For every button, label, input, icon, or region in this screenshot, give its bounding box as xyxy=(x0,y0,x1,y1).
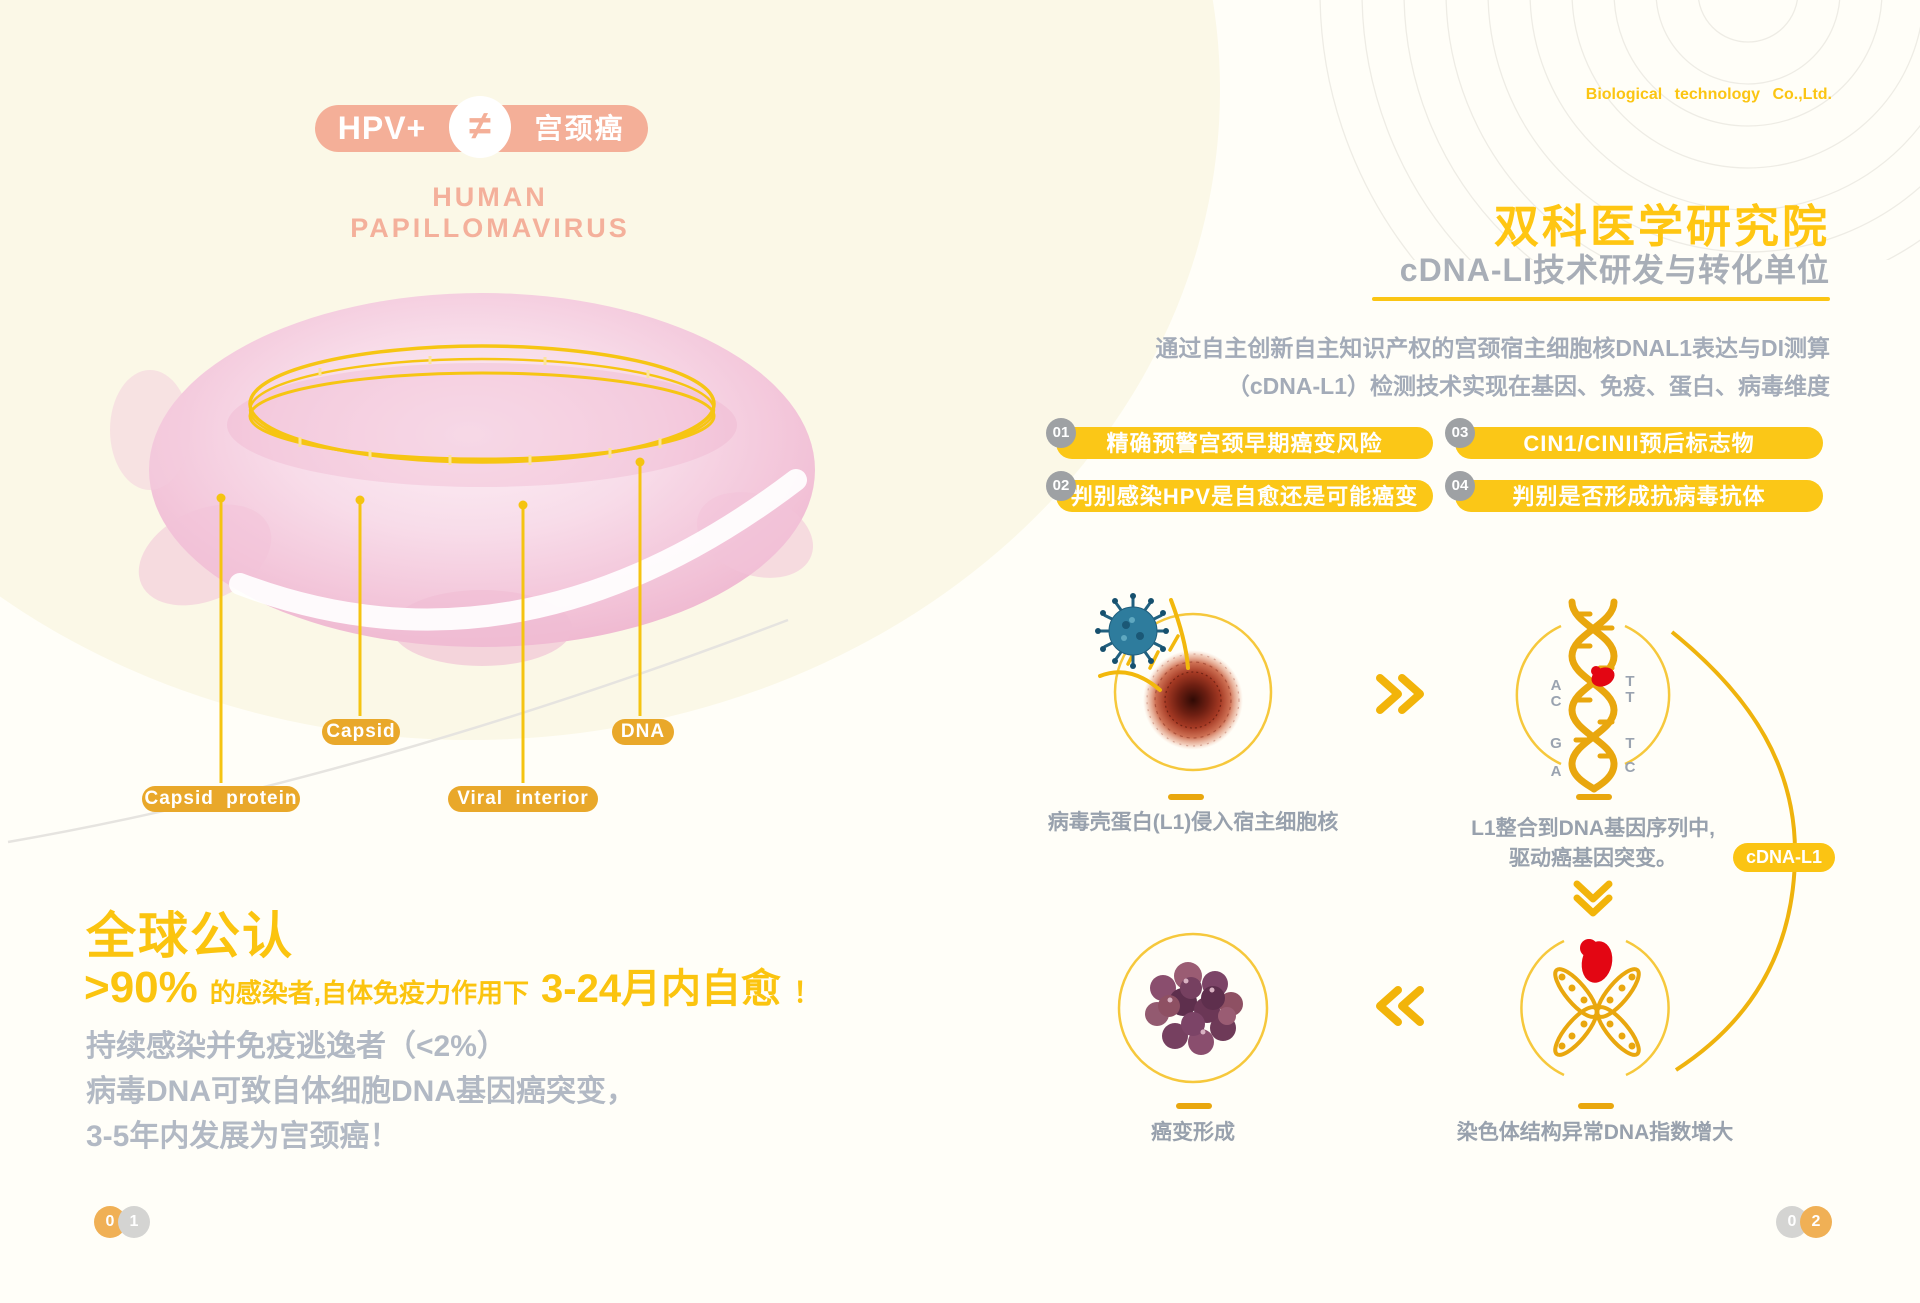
hpv-plus-label: HPV+ xyxy=(337,110,427,146)
stat-duration: 3-24月内自愈 xyxy=(541,967,782,1011)
step2-line2: 驱动癌基因突变。 xyxy=(1509,847,1677,870)
base-letter: G xyxy=(1550,735,1562,752)
body-line: 3-5年内发展为宫颈癌！ xyxy=(86,1120,400,1153)
concentric-circles-decoration xyxy=(1319,0,1920,260)
intro-line: （cDNA-L1）检测技术实现在基因、免疫、蛋白、病毒维度 xyxy=(1226,373,1830,399)
feature-label: CIN1/CINII预后标志物 xyxy=(1523,431,1755,456)
base-letter: A xyxy=(1551,763,1562,780)
page-dot: 2 xyxy=(1800,1206,1832,1238)
feature-number-badge: 02 xyxy=(1046,471,1076,501)
dna-ring-icon xyxy=(248,344,716,465)
step4-dash xyxy=(1176,1103,1212,1109)
stat-mid-text: 的感染者,自体免疫力作用下 xyxy=(209,978,529,1008)
cancer-cell-icon xyxy=(1117,932,1269,1109)
stat-percent: >90% xyxy=(84,963,198,1012)
not-equal-icon: ≠ xyxy=(449,96,511,158)
hpv-virion-icon xyxy=(1095,593,1169,669)
base-letter: T xyxy=(1625,735,1634,752)
feature-label: 精确预警宫颈早期癌变风险 xyxy=(1106,431,1383,456)
viral-interior-tag: Viral interior xyxy=(448,786,598,812)
dna-helix-icon: A C G A T T T C xyxy=(1515,598,1671,800)
base-letter: A xyxy=(1551,677,1562,694)
feature-bar-03: 03 CIN1/CINII预后标志物 xyxy=(1445,418,1823,459)
feature-number-badge: 03 xyxy=(1445,418,1475,448)
technology-intro: 通过自主创新自主知识产权的宫颈宿主细胞核DNAL1表达与DI测算 （cDNA-L… xyxy=(1155,329,1830,405)
chevron-left-icon xyxy=(1376,986,1424,1026)
capsid-protein-tag: Capsid protein xyxy=(142,786,300,812)
body-line: 持续感染并免疫逃逸者（<2%） xyxy=(86,1030,507,1063)
step2-line1: L1整合到DNA基因序列中, xyxy=(1471,817,1715,840)
feature-bar-02: 02 判别感染HPV是自愈还是可能癌变 xyxy=(1046,471,1433,512)
chromosome-icon xyxy=(1520,939,1670,1109)
body-line: 病毒DNA可致自体细胞DNA基因癌突变， xyxy=(86,1075,636,1108)
step2-caption: L1整合到DNA基因序列中, 驱动癌基因突变。 xyxy=(1443,814,1743,874)
white-crescent-highlight xyxy=(229,469,807,631)
base-letter: T xyxy=(1625,689,1634,706)
virus-cross-section-illustration xyxy=(7,293,815,844)
chevron-down-icon xyxy=(1573,880,1613,917)
intro-line: 通过自主创新自主知识产权的宫颈宿主细胞核DNAL1表达与DI测算 xyxy=(1155,335,1830,361)
institute-subtitle: cDNA-LI技术研发与转化单位 xyxy=(1399,252,1830,288)
base-letter: C xyxy=(1551,693,1562,710)
page-number-right: 0 2 xyxy=(1776,1206,1832,1238)
institute-title: 双科医学研究院 xyxy=(1493,201,1830,252)
feature-number-badge: 01 xyxy=(1046,418,1076,448)
base-letter: C xyxy=(1625,759,1636,776)
step3-dash xyxy=(1578,1103,1614,1109)
step2-dash xyxy=(1576,794,1612,800)
step1-caption: 病毒壳蛋白(L1)侵入宿主细胞核 xyxy=(1047,811,1339,834)
global-consensus-headline: 全球公认 xyxy=(86,908,294,964)
feature-bar-01: 01 精确预警宫颈早期癌变风险 xyxy=(1046,418,1433,459)
base-letter: T xyxy=(1625,673,1634,690)
company-name: Biological technology Co.,Ltd. xyxy=(1585,86,1832,103)
self-cure-stat-line: >90% 的感染者,自体免疫力作用下 3-24月内自愈 ！ xyxy=(84,956,821,1014)
step3-caption: 染色体结构异常DNA指数增大 xyxy=(1456,1121,1734,1144)
capsid-tag: Capsid xyxy=(322,719,400,745)
feature-number-badge: 04 xyxy=(1445,471,1475,501)
gray-curve-decoration xyxy=(7,618,789,844)
dna-tag: DNA xyxy=(612,719,674,745)
page-number-left: 0 1 xyxy=(94,1206,150,1238)
feature-bar-04: 04 判别是否形成抗病毒抗体 xyxy=(1445,471,1823,512)
page-dot: 1 xyxy=(118,1206,150,1238)
label-leader-lines xyxy=(216,457,645,783)
step1-dash xyxy=(1168,794,1204,800)
step4-caption: 癌变形成 xyxy=(1151,1121,1235,1144)
chevron-right-icon xyxy=(1376,674,1424,714)
hpv-full-name: HUMAN PAPILLOMAVIRUS xyxy=(350,182,630,243)
feature-label: 判别是否形成抗病毒抗体 xyxy=(1512,484,1766,509)
host-cell-invasion-icon xyxy=(1095,593,1273,800)
persistent-infection-copy: 持续感染并免疫逃逸者（<2%） 病毒DNA可致自体细胞DNA基因癌突变， 3-5… xyxy=(86,1024,636,1159)
feature-label: 判别感染HPV是自愈还是可能癌变 xyxy=(1070,484,1419,509)
cervical-cancer-label: 宫颈癌 xyxy=(534,113,625,144)
stat-exclaim: ！ xyxy=(793,977,822,1008)
subtitle-underline xyxy=(1372,297,1830,301)
cdna-l1-tag: cDNA-L1 xyxy=(1733,843,1835,872)
